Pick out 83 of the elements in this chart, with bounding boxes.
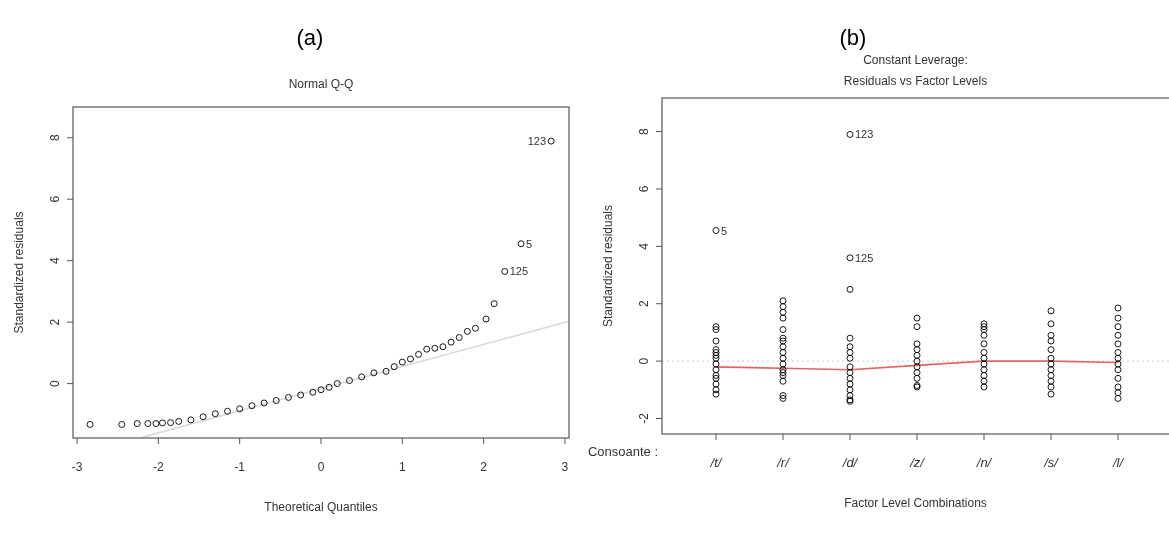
point [199, 413, 207, 421]
y-tick-label: 2 [48, 318, 62, 326]
x-tick-label: /s/ [1043, 455, 1060, 470]
point [406, 355, 414, 363]
point [501, 267, 509, 275]
chart-title: Constant Leverage: [863, 53, 968, 67]
x-tick-label: /z/ [909, 455, 926, 470]
point [224, 407, 231, 415]
y-axis-title: Standardized residuals [601, 204, 615, 328]
y-axis-title: Standardized residuals [12, 211, 26, 334]
point [167, 419, 175, 427]
annotation: 125 [509, 265, 529, 278]
point [463, 327, 471, 335]
annotation: 123 [527, 135, 547, 148]
point [86, 421, 94, 428]
text: Consoante : [587, 444, 658, 459]
y-tick-label: 2 [637, 300, 651, 308]
x-axis-title: Factor Level Combinations [844, 496, 987, 510]
point [317, 386, 325, 394]
point [248, 402, 256, 410]
x-tick-label: /l/ [1111, 455, 1125, 470]
x-tick-label: 3 [561, 460, 569, 474]
annotation: 5 [526, 237, 533, 250]
point [415, 350, 423, 358]
x-tick-label: /r/ [776, 455, 791, 470]
x-tick-label: /n/ [975, 455, 993, 470]
y-tick-label: 4 [637, 242, 651, 250]
y-tick-label: 8 [637, 127, 651, 135]
point [517, 240, 525, 248]
y-tick-label: 6 [48, 195, 62, 203]
y-tick-label: -2 [637, 412, 651, 424]
annotation: 123 [855, 128, 874, 141]
point [423, 345, 431, 353]
annotation: 125 [855, 251, 874, 264]
point [118, 421, 126, 428]
x-axis-title: Theoretical Quantiles [264, 500, 378, 514]
y-tick-label: 0 [48, 379, 62, 387]
point [272, 397, 280, 404]
point [158, 419, 166, 427]
text: (b) [839, 25, 867, 50]
x-tick-label: 2 [480, 460, 488, 474]
chart-subtitle: Residuals vs Factor Levels [843, 74, 988, 88]
point [187, 416, 195, 424]
point [439, 343, 447, 351]
point [325, 383, 333, 391]
point [333, 380, 341, 388]
point [382, 367, 390, 375]
point [370, 369, 378, 377]
y-tick-label: 4 [48, 257, 62, 265]
x-tick-label: -1 [234, 460, 246, 474]
annotation: 5 [721, 224, 728, 237]
point [309, 388, 317, 396]
point [346, 377, 353, 384]
point [175, 417, 183, 425]
point [472, 324, 479, 332]
text: (a) [296, 25, 324, 50]
point [144, 420, 152, 428]
point [133, 420, 141, 428]
point [285, 393, 292, 401]
point [398, 358, 406, 366]
point [152, 420, 160, 428]
y-tick-label: 8 [48, 134, 62, 142]
point [447, 338, 455, 346]
point [211, 410, 219, 418]
point [482, 315, 490, 323]
y-tick-label: 6 [637, 185, 651, 193]
x-tick-label: /t/ [709, 455, 723, 470]
x-tick-label: /d/ [841, 455, 859, 470]
point [490, 300, 498, 308]
point [455, 334, 463, 341]
y-tick-label: 0 [637, 357, 651, 365]
point [260, 399, 268, 407]
point [547, 137, 555, 145]
point [431, 344, 439, 352]
point [390, 363, 398, 371]
chart-title: Normal Q-Q [288, 77, 354, 91]
x-tick-label: -2 [153, 460, 165, 474]
point [236, 405, 244, 413]
x-tick-label: 0 [317, 460, 325, 474]
point [358, 373, 366, 381]
point [297, 391, 305, 399]
x-tick-label: -3 [71, 460, 83, 474]
x-tick-label: 1 [398, 460, 406, 474]
